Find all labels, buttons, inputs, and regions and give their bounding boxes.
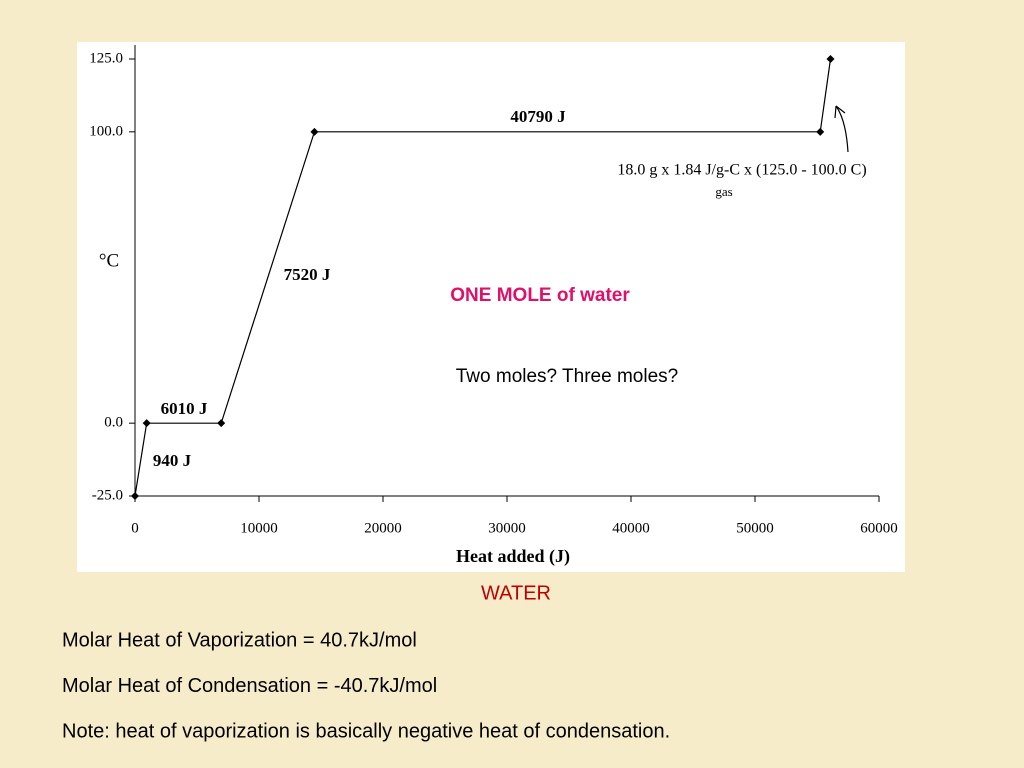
annotation: ONE MOLE of water	[450, 285, 630, 306]
x-tick-label: 10000	[240, 520, 278, 536]
slide-text-line: Molar Heat of Condensation = -40.7kJ/mol	[62, 675, 437, 697]
data-point	[826, 55, 835, 63]
annotation: 7520 J	[284, 265, 331, 284]
data-point	[217, 419, 226, 428]
slide-text-line: Note: heat of vaporization is basically …	[62, 720, 670, 742]
y-tick-label: 100.0	[89, 123, 123, 139]
data-point	[816, 127, 825, 136]
x-tick-label: 50000	[736, 520, 774, 536]
annotation: gas	[715, 184, 732, 199]
annotation: 6010 J	[161, 399, 208, 418]
heating-curve	[134, 58, 832, 497]
x-tick-label: 20000	[364, 520, 402, 536]
chart-caption: WATER	[481, 582, 551, 604]
annotation-arrow	[835, 105, 849, 153]
annotation: 18.0 g x 1.84 J/g-C x (125.0 - 100.0 C)	[617, 162, 866, 179]
y-axis-label: °C	[99, 250, 119, 271]
slide-text-line: Molar Heat of Vaporization = 40.7kJ/mol	[62, 629, 417, 651]
x-tick-label: 30000	[488, 520, 526, 536]
data-point	[310, 127, 319, 136]
annotation: Two moles? Three moles?	[456, 366, 678, 387]
x-tick-label: 40000	[612, 520, 650, 536]
x-axis-label: Heat added (J)	[456, 546, 570, 567]
y-tick-label: 0.0	[104, 415, 123, 431]
data-point	[142, 419, 151, 428]
arrow-head	[834, 105, 846, 119]
annotation: 940 J	[153, 451, 192, 470]
chart-background	[77, 42, 905, 572]
x-tick-label: 60000	[860, 520, 898, 536]
annotation: 40790 J	[510, 107, 566, 126]
y-tick-label: -25.0	[92, 487, 123, 503]
data-point	[131, 492, 139, 500]
x-tick-label: 0	[131, 520, 139, 536]
y-tick-label: 125.0	[89, 50, 123, 66]
